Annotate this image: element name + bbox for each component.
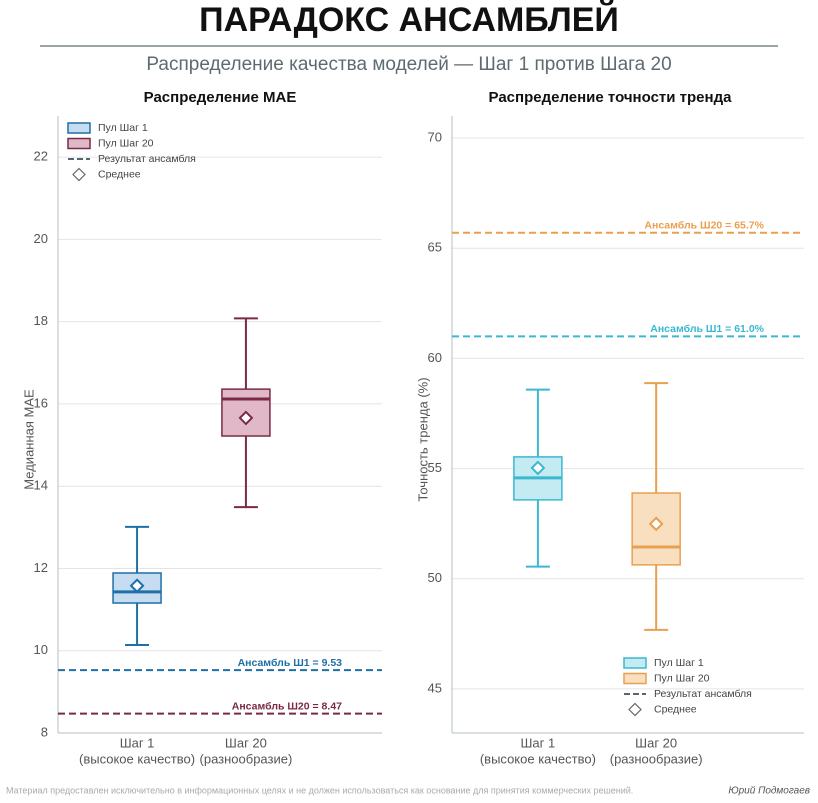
chart-title: Распределение точности тренда — [489, 89, 733, 106]
subtitle: Распределение качества моделей — Шаг 1 п… — [146, 54, 671, 75]
y-tick-label: 8 — [41, 724, 48, 739]
x-tick-label: Шаг 1 — [521, 735, 556, 750]
legend-label: Пул Шаг 1 — [654, 657, 704, 669]
y-tick-label: 14 — [34, 478, 48, 493]
legend-label: Пул Шаг 20 — [98, 137, 154, 149]
legend-label: Пул Шаг 1 — [98, 122, 148, 134]
y-tick-label: 70 — [428, 129, 442, 144]
y-tick-label: 45 — [428, 680, 442, 695]
x-tick-label: Шаг 1 — [120, 735, 155, 750]
y-tick-label: 18 — [34, 313, 48, 328]
x-tick-sublabel: (разнообразие) — [200, 751, 293, 766]
page-title: ПАРАДОКС АНСАМБЛЕЙ — [199, 0, 619, 39]
y-tick-label: 60 — [428, 350, 442, 365]
legend-swatch — [628, 702, 642, 717]
x-tick-sublabel: (разнообразие) — [610, 751, 703, 766]
legend-swatch — [72, 167, 86, 182]
mean-marker — [648, 516, 664, 532]
legend-label: Результат ансамбля — [98, 153, 196, 165]
x-tick-sublabel: (высокое качество) — [79, 751, 195, 766]
legend-swatch — [623, 657, 647, 669]
footer: Материал предоставлен исключительно в ин… — [6, 785, 633, 795]
legend-swatch — [623, 672, 647, 685]
legend-swatch — [67, 122, 91, 134]
legend-label: Среднее — [654, 703, 697, 715]
mean-marker — [238, 410, 254, 426]
reference-label: Ансамбль Ш20 = 65.7% — [644, 220, 764, 232]
y-tick-label: 20 — [34, 231, 48, 246]
x-tick-label: Шаг 20 — [635, 735, 677, 750]
chart-title: Распределение MAE — [144, 89, 297, 106]
legend-label: Среднее — [98, 168, 141, 180]
mean-marker — [530, 460, 546, 476]
y-tick-label: 65 — [428, 240, 442, 255]
mean-marker — [129, 578, 145, 594]
author: Юрий Подмогаев — [728, 786, 810, 797]
y-tick-label: 50 — [428, 570, 442, 585]
legend-swatch — [67, 137, 91, 150]
legend-label: Результат ансамбля — [654, 688, 752, 700]
reference-label: Ансамбль Ш1 = 61.0% — [650, 323, 764, 335]
reference-label: Ансамбль Ш1 = 9.53 — [238, 657, 343, 669]
y-tick-label: 22 — [34, 149, 48, 164]
reference-label: Ансамбль Ш20 = 8.47 — [232, 700, 342, 712]
y-tick-label: 55 — [428, 460, 442, 475]
legend-label: Пул Шаг 20 — [654, 672, 710, 684]
y-axis-label: Точность тренда (%) — [415, 377, 430, 501]
x-tick-label: Шаг 20 — [225, 735, 267, 750]
x-tick-sublabel: (высокое качество) — [480, 751, 596, 766]
y-tick-label: 16 — [34, 395, 48, 410]
y-axis-label: Медианная MAE — [21, 389, 36, 490]
y-tick-label: 10 — [34, 642, 48, 657]
y-tick-label: 12 — [34, 560, 48, 575]
